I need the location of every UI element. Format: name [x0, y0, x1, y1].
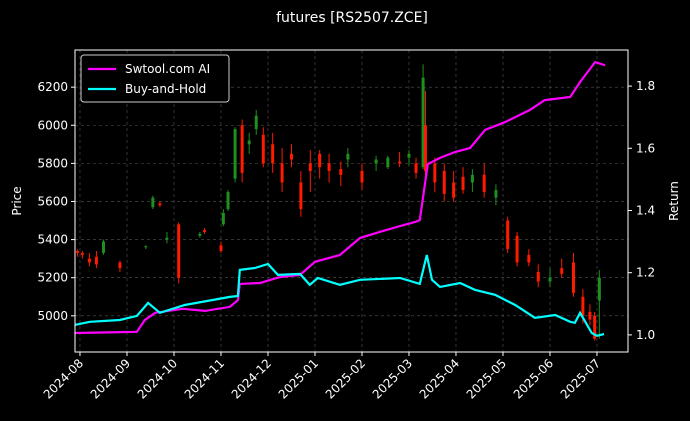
candle-body [374, 159, 378, 164]
y2-tick-label: 1.4 [636, 203, 655, 217]
candle-body [433, 163, 437, 183]
candle-body [318, 153, 322, 168]
candle-body [536, 271, 540, 282]
x-tick-label: 2025-06 [511, 356, 556, 401]
candle-body [414, 163, 418, 173]
candle-body [597, 277, 601, 301]
candle-body [588, 311, 592, 320]
candle-body [515, 235, 519, 263]
y-tick-label: 5600 [37, 194, 68, 208]
candle-body [247, 140, 251, 145]
candle-body [76, 251, 80, 253]
legend-label: Buy-and-Hold [125, 82, 206, 96]
candle-body [527, 254, 531, 263]
y2-tick-label: 1.0 [636, 328, 655, 342]
candle-body [407, 153, 411, 158]
legend-box [80, 54, 230, 103]
x-tick-label: 2025-05 [464, 356, 509, 401]
candle-body [233, 129, 237, 179]
x-tick-label: 2025-07 [558, 356, 603, 401]
candle-body [271, 144, 275, 164]
candle-body [198, 233, 202, 236]
candle-body [240, 125, 244, 173]
y-tick-label: 6000 [37, 118, 68, 132]
candle-body [289, 153, 293, 160]
candle-body [94, 256, 98, 265]
candle-body [346, 153, 350, 160]
candle-body [151, 197, 155, 208]
x-tick-label: 2024-08 [41, 356, 86, 401]
candle-body [581, 296, 585, 316]
candle-body [398, 161, 402, 164]
y2-axis-label: Return [667, 181, 681, 221]
y-tick-label: 5000 [37, 309, 68, 323]
candle-body [360, 170, 364, 183]
x-tick-label: 2024-10 [135, 356, 180, 401]
y-tick-label: 5400 [37, 233, 68, 247]
candle-body [165, 237, 169, 240]
x-tick-label: 2024-12 [229, 356, 274, 401]
candle-body [203, 230, 207, 232]
candle-body [506, 220, 510, 250]
candle-body [470, 174, 474, 183]
candle-body [452, 182, 456, 198]
candle-body [254, 115, 258, 130]
candle-body [327, 163, 331, 171]
x-tick-label: 2024-11 [182, 356, 227, 401]
candle-body [158, 203, 162, 206]
legend-label: Swtool.com AI [125, 62, 210, 76]
x-tick-label: 2025-01 [276, 356, 321, 401]
line-series [74, 60, 606, 335]
candle-body [280, 163, 284, 183]
y-tick-label: 5800 [37, 156, 68, 170]
line-series [74, 254, 605, 337]
candle-body [308, 163, 312, 171]
candle-body [101, 241, 105, 253]
y2-tick-label: 1.6 [636, 141, 655, 155]
y-tick-label: 6200 [37, 80, 68, 94]
candle-body [442, 170, 446, 194]
x-tick-label: 2025-02 [323, 356, 368, 401]
chart-title: futures [RS2507.ZCE] [276, 10, 428, 26]
y2-tick-label: 1.8 [636, 79, 655, 93]
candle-body [461, 176, 465, 191]
candle-body [339, 169, 343, 175]
x-tick-label: 2025-03 [370, 356, 415, 401]
candle-body [80, 252, 84, 255]
x-tick-label: 2025-04 [417, 356, 462, 401]
candle-body [144, 246, 148, 248]
candle-body [482, 174, 486, 192]
candle-body [423, 125, 427, 171]
candle-body [593, 315, 597, 339]
x-tick-label: 2024-09 [88, 356, 133, 401]
candle-body [221, 212, 225, 225]
plot-frame [74, 49, 629, 353]
candle-body [386, 157, 390, 168]
candle-body [421, 77, 425, 168]
candle-body [571, 262, 575, 293]
candle-body [299, 182, 303, 210]
candle-body [261, 134, 265, 164]
candle-body [560, 268, 564, 274]
candle-body [548, 277, 552, 282]
candle-body [219, 245, 223, 252]
candle-body [118, 262, 122, 269]
candle-body [87, 258, 91, 263]
y-axis-label: Price [10, 186, 24, 215]
candle-body [177, 224, 181, 278]
candle-body [226, 191, 230, 210]
y-tick-label: 5200 [37, 271, 68, 285]
y2-tick-label: 1.2 [636, 266, 655, 280]
candle-body [494, 190, 498, 198]
